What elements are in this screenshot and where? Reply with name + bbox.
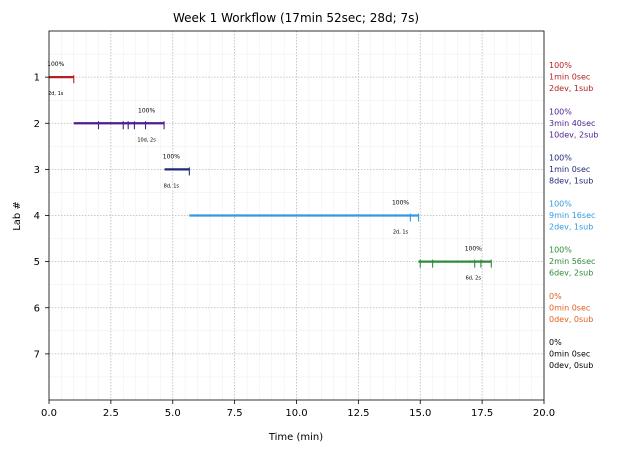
x-tick-label: 20.0	[533, 408, 555, 419]
lab-summary-3: 8dev, 1sub	[549, 176, 593, 185]
x-tick-label: 2.5	[103, 408, 119, 419]
lab-sub-label-2: 10d, 2s	[137, 137, 156, 143]
lab-sub-label-4: 2d, 1s	[393, 230, 409, 236]
y-tick-label: 5	[34, 257, 40, 268]
lab-summary-7: 0%	[549, 338, 562, 347]
lab-summary-5: 100%	[549, 246, 572, 255]
lab-pct-label-5: 100%	[465, 246, 482, 253]
lab-summary-3: 1min 0sec	[549, 165, 590, 174]
x-tick-label: 7.5	[227, 408, 243, 419]
y-axis-title: Lab #	[12, 201, 23, 231]
y-tick-label: 7	[34, 349, 40, 360]
lab-pct-label-1: 100%	[47, 61, 64, 68]
y-tick-label: 4	[34, 211, 40, 222]
lab-summary-4: 2dev, 1sub	[549, 223, 593, 232]
y-tick-label: 2	[34, 119, 40, 130]
x-tick-label: 10.0	[285, 408, 307, 419]
lab-pct-label-2: 100%	[138, 107, 155, 114]
y-tick-label: 1	[34, 73, 40, 84]
lab-sub-label-1: 2d, 1s	[48, 91, 64, 97]
lab-summary-6: 0dev, 0sub	[549, 315, 593, 324]
x-tick-label: 12.5	[347, 408, 369, 419]
lab-summary-4: 100%	[549, 200, 572, 209]
lab-pct-label-3: 100%	[163, 153, 180, 160]
lab-summary-7: 0dev, 0sub	[549, 361, 593, 370]
lab-summary-7: 0min 0sec	[549, 349, 590, 358]
lab-summary-1: 2dev, 1sub	[549, 84, 593, 93]
lab-summary-6: 0min 0sec	[549, 303, 590, 312]
chart-title: Week 1 Workflow (17min 52sec; 28d; 7s)	[173, 11, 419, 25]
axis-layer: 0.0 2.5 5.0 7.5 10.0 12.5 15.0 17.5 20.0 1 2 3 4 5 6 7	[34, 30, 555, 419]
plot-frame	[48, 30, 545, 401]
x-axis-title: Time (min)	[268, 432, 323, 443]
lab-sub-label-3: 8d, 1s	[164, 183, 180, 189]
lab-summary-5: 2min 56sec	[549, 257, 595, 266]
lab-summary-4: 9min 16sec	[549, 211, 595, 220]
x-tick-label: 15.0	[409, 408, 431, 419]
lab-pct-label-4: 100%	[392, 200, 409, 207]
lab-summary-2: 100%	[549, 107, 572, 116]
x-tick-label: 17.5	[471, 408, 493, 419]
y-tick-label: 6	[34, 303, 40, 314]
y-tick-label: 3	[34, 165, 40, 176]
lab-summary-2: 10dev, 2sub	[549, 130, 598, 139]
x-tick-label: 0.0	[41, 408, 57, 419]
lab-sub-label-5: 6d, 2s	[466, 276, 482, 282]
lab-summary-5: 6dev, 2sub	[549, 269, 593, 278]
lab-summary-6: 0%	[549, 292, 562, 301]
lab-summary-2: 3min 40sec	[549, 119, 595, 128]
summary-layer: 100% 1min 0sec 2dev, 1sub 100% 3min 40sec 10d…	[549, 61, 598, 370]
lab-summary-1: 100%	[549, 61, 572, 70]
lab-summary-3: 100%	[549, 153, 572, 162]
lab-summary-1: 1min 0sec	[549, 73, 590, 82]
marks-layer: 100% 2d, 1s 100% 10d, 2s 100% 8d, 1s 100% 2d, 1…	[47, 61, 492, 282]
x-tick-label: 5.0	[165, 408, 181, 419]
